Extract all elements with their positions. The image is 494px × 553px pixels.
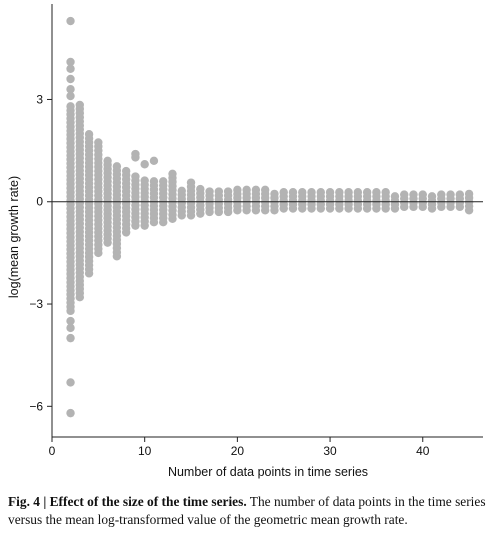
data-point [66,91,75,101]
data-point [316,188,325,197]
data-point [464,189,474,199]
data-point [66,333,75,343]
data-point [140,160,149,169]
data-point [112,162,122,171]
data-point [196,184,205,194]
data-point [325,188,335,197]
data-point [344,188,353,197]
data-point [66,316,75,326]
data-point [223,187,233,196]
data-point [335,188,344,197]
data-point [372,188,381,197]
x-axis-title: Number of data points in time series [168,465,368,479]
data-point [205,187,214,196]
data-point [75,100,85,110]
y-tick-label: −6 [29,399,43,413]
scatter-chart: −6 −3 0 3 0 10 20 30 40 log(mean growth rate) N… [7,4,483,479]
data-point [242,185,251,195]
data-point [298,188,307,197]
data-point [66,378,75,387]
data-point [251,185,261,195]
data-point [66,64,75,73]
data-point [168,169,177,178]
data-point [66,102,75,111]
x-tick-label: 30 [323,444,337,458]
data-point [140,176,149,185]
y-axis-title: log(mean growth rate) [7,176,21,298]
data-point [177,186,186,196]
x-tick-label: 20 [231,444,245,458]
data-point [159,177,168,186]
caption-text: The number of data points in the time se… [8,494,486,527]
data-point [362,188,372,197]
x-tick-label: 10 [138,444,152,458]
y-axis-ticks: −6 −3 0 3 [29,92,52,413]
data-point [94,138,103,147]
y-tick-label: −3 [29,297,43,311]
data-point [103,156,112,166]
data-point [288,188,298,197]
data-point [381,188,390,197]
data-point [409,190,418,199]
x-axis-ticks: 0 10 20 30 40 [49,437,430,458]
caption-label: Fig. 4 | Effect of the size of the time … [8,494,247,509]
data-point [66,323,75,333]
data-point [437,190,446,199]
data-point [186,178,196,187]
data-point [66,85,75,94]
data-point [307,188,316,197]
data-point [66,74,75,84]
data-point [390,192,400,201]
x-tick-label: 40 [416,444,430,458]
figure-caption: Fig. 4 | Effect of the size of the time … [8,493,486,529]
y-tick-label: 0 [36,195,43,209]
data-point [270,189,279,199]
data-point [427,192,437,201]
data-point [233,185,242,195]
x-tick-label: 0 [49,444,56,458]
data-point [149,177,159,186]
data-point [66,16,75,26]
data-point [84,130,94,139]
data-point [260,185,270,195]
data-point [214,187,224,196]
data-point [353,188,363,197]
data-point [446,190,455,199]
data-point [131,153,140,162]
data-point [66,57,75,67]
data-point [279,188,288,197]
data-points [66,16,474,418]
data-point [66,408,75,418]
data-point [121,166,131,176]
y-tick-label: 3 [36,92,43,106]
data-point [418,190,427,199]
data-point [131,172,140,181]
data-point [400,190,409,199]
data-point [149,156,159,166]
data-point [455,190,465,199]
